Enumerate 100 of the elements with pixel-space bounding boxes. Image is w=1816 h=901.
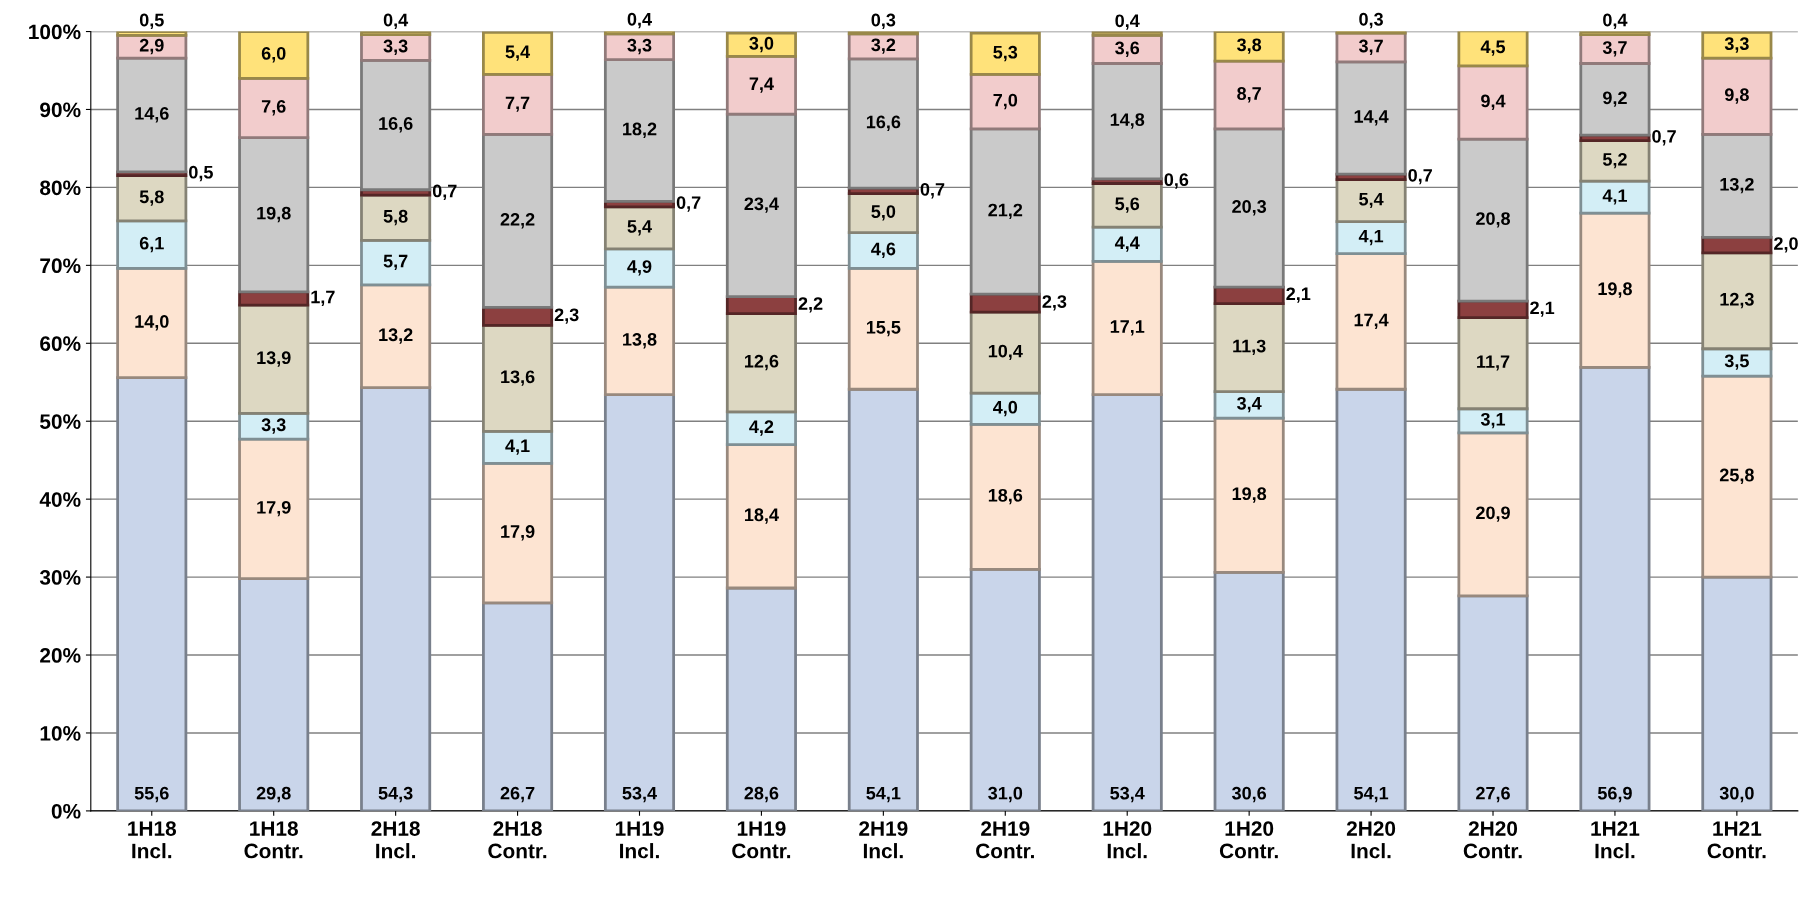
data-label: 7,6 <box>261 99 286 116</box>
data-label: 3,3 <box>261 418 286 434</box>
x-tick-label: 1H18 Incl. <box>128 821 177 859</box>
data-label: 9,4 <box>1481 94 1506 110</box>
data-label: 16,6 <box>866 115 901 131</box>
bar <box>482 31 554 76</box>
data-label: 11,7 <box>1477 355 1510 371</box>
data-label: 54,3 <box>378 786 413 803</box>
data-label: 18,2 <box>623 122 657 138</box>
data-label: 13,6 <box>501 370 535 386</box>
data-label: 4,0 <box>993 400 1018 417</box>
data-label: 5,6 <box>1115 197 1140 213</box>
bar <box>1457 31 1529 68</box>
data-label: 1,7 <box>311 290 335 306</box>
data-label: 30,0 <box>1719 786 1754 803</box>
data-label: 14,8 <box>1110 113 1145 129</box>
bar <box>116 219 188 270</box>
data-label: 3,3 <box>383 39 408 55</box>
data-label: 3,3 <box>627 38 652 55</box>
bar <box>1579 31 1651 37</box>
data-label: 3,5 <box>1724 354 1749 370</box>
data-label: 3,2 <box>871 38 896 54</box>
data-label: 2,9 <box>139 38 164 55</box>
data-label: 19,8 <box>1598 282 1632 298</box>
data-label: 3,8 <box>1237 38 1262 54</box>
data-label: 55,6 <box>134 786 169 803</box>
data-label: 5,3 <box>993 45 1018 62</box>
y-tick-label: 80% <box>40 180 81 196</box>
x-tick-label: 2H18 Incl. <box>371 821 420 859</box>
data-label: 0,7 <box>676 196 701 212</box>
data-label: 7,4 <box>749 77 774 93</box>
bar <box>1213 31 1285 63</box>
data-label: 54,1 <box>866 786 901 803</box>
data-label: 56,9 <box>1597 786 1632 803</box>
data-label: 23,4 <box>744 197 779 213</box>
bar <box>1457 431 1529 598</box>
data-label: 8,7 <box>1237 87 1261 103</box>
data-label: 9,8 <box>1724 88 1749 104</box>
data-label: 29,8 <box>256 786 291 803</box>
y-tick-label: 30% <box>39 570 81 585</box>
data-label: 0,7 <box>920 182 945 199</box>
x-tick-label: 1H21 Incl. <box>1591 821 1640 859</box>
data-label: 0,3 <box>1359 12 1383 29</box>
y-tick-label: 90% <box>40 102 81 118</box>
x-tick-label: 1H20 Incl. <box>1103 821 1152 859</box>
data-label: 5,0 <box>871 205 896 221</box>
y-tick-label: 10% <box>40 725 81 741</box>
bar <box>603 247 676 289</box>
bar <box>1701 56 1773 136</box>
y-tick-label: 60% <box>40 336 81 352</box>
data-label: 3,4 <box>1237 396 1262 413</box>
x-tick-label: 1H20 Contr. <box>1219 821 1278 859</box>
data-label: 0,4 <box>1115 14 1140 30</box>
bar <box>1457 64 1529 141</box>
bar <box>725 55 797 116</box>
bar <box>360 239 432 287</box>
data-label: 4,6 <box>871 242 896 258</box>
data-label: 4,4 <box>1114 236 1140 252</box>
data-label: 14,0 <box>135 315 169 331</box>
data-label: 5,4 <box>505 45 531 61</box>
data-label: 10,4 <box>988 344 1023 361</box>
data-label: 9,2 <box>1603 91 1627 107</box>
bar <box>847 267 919 391</box>
data-label: 6,1 <box>139 236 164 253</box>
data-label: 21,2 <box>988 203 1023 220</box>
data-label: 12,3 <box>1720 292 1754 309</box>
data-label: 5,4 <box>1359 192 1384 209</box>
bar <box>1213 416 1285 574</box>
data-label: 27,6 <box>1476 786 1510 803</box>
data-label: 16,6 <box>379 117 413 133</box>
data-label: 17,9 <box>501 525 535 541</box>
y-tick-label: 50% <box>40 414 81 429</box>
data-label: 17,1 <box>1110 320 1145 336</box>
bar <box>1335 31 1407 64</box>
data-label: 30,6 <box>1231 786 1267 803</box>
y-tick-label: 70% <box>40 258 81 274</box>
x-tick-label: 1H18 Contr. <box>244 821 303 859</box>
bar <box>360 31 432 37</box>
data-label: 5,8 <box>383 209 408 226</box>
data-label: 0,7 <box>432 184 457 200</box>
data-label: 26,7 <box>500 786 535 803</box>
data-label: 0,5 <box>139 13 164 30</box>
data-label: 19,8 <box>1232 487 1267 503</box>
data-label: 15,5 <box>866 321 901 337</box>
data-label: 13,2 <box>379 328 413 344</box>
data-label: 3,3 <box>1724 37 1749 53</box>
data-label: 20,9 <box>1476 506 1510 522</box>
data-label: 0,6 <box>1164 173 1189 189</box>
data-label: 3,0 <box>749 36 774 53</box>
data-label: 2,1 <box>1286 287 1311 303</box>
bar <box>116 31 188 37</box>
data-label: 53,4 <box>1110 786 1145 803</box>
data-label: 2,3 <box>1042 295 1067 311</box>
data-label: 0,7 <box>1408 168 1432 185</box>
data-label: 0,3 <box>871 13 896 30</box>
data-label: 3,7 <box>1358 39 1383 55</box>
data-label: 18,4 <box>744 508 779 524</box>
data-label: 4,1 <box>1602 189 1627 205</box>
y-tick-label: 40% <box>39 492 81 507</box>
data-label: 12,6 <box>744 354 779 371</box>
